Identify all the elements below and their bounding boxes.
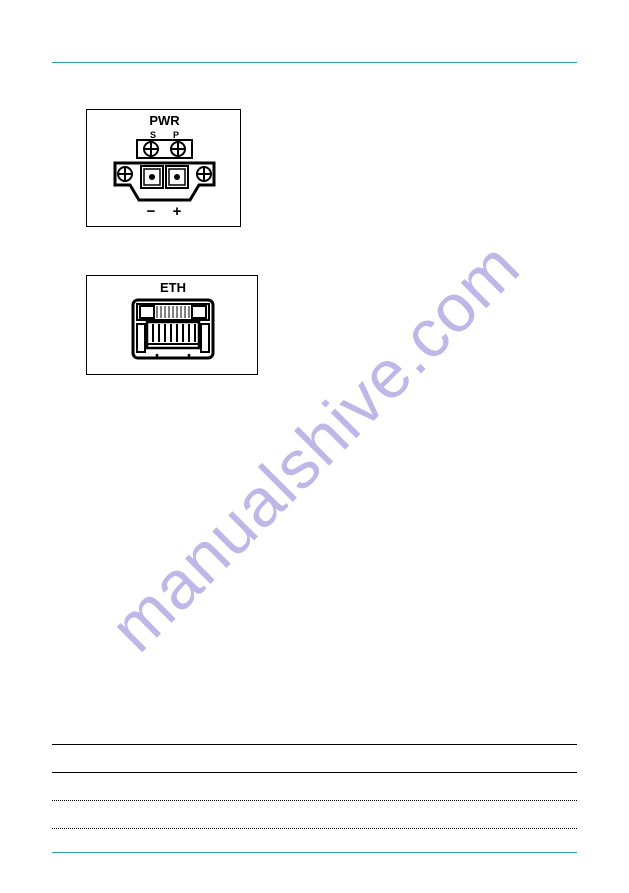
pwr-title: PWR: [149, 113, 180, 128]
table-rules: [52, 744, 577, 829]
diagram-pwr: PWR S P: [86, 109, 241, 227]
pwr-minus: −: [147, 203, 156, 220]
pwr-label-p: P: [173, 130, 179, 140]
table-rule-1: [52, 772, 577, 773]
footer-rule: [52, 852, 577, 853]
table-rule-0: [52, 744, 577, 745]
pwr-connector-drawing: PWR S P: [87, 110, 242, 228]
header-rule: [52, 62, 577, 63]
pwr-label-s: S: [150, 130, 156, 140]
diagram-eth: ETH: [86, 275, 258, 375]
eth-connector-drawing: ETH: [87, 276, 259, 376]
table-rule-2: [52, 800, 577, 801]
pwr-plus: +: [173, 203, 182, 220]
table-rule-3: [52, 828, 577, 829]
eth-title: ETH: [160, 280, 186, 295]
page-content: PWR S P: [52, 0, 577, 893]
